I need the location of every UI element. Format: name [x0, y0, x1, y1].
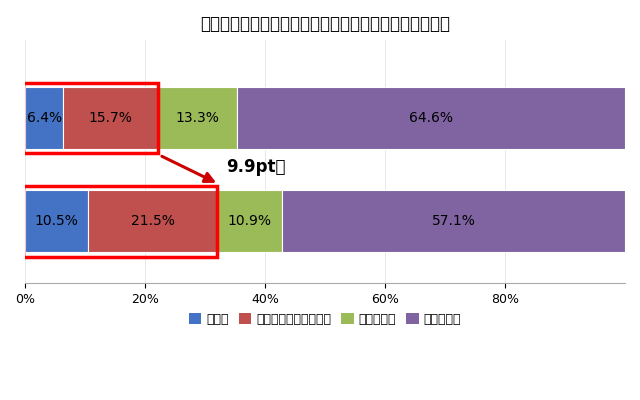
Text: 6.4%: 6.4% — [27, 111, 62, 125]
Text: 10.9%: 10.9% — [228, 214, 272, 228]
Bar — [25, 87, 63, 149]
Bar — [63, 87, 157, 149]
Text: 21.5%: 21.5% — [131, 214, 175, 228]
Text: 15.7%: 15.7% — [88, 111, 132, 125]
Text: 13.3%: 13.3% — [175, 111, 220, 125]
Text: 64.6%: 64.6% — [409, 111, 453, 125]
Text: 10.5%: 10.5% — [35, 214, 79, 228]
Bar — [25, 190, 88, 252]
Bar — [217, 190, 282, 252]
Text: 57.1%: 57.1% — [432, 214, 476, 228]
Title: ガソリン価格によってクルマの利用頻度は変わりますか: ガソリン価格によってクルマの利用頻度は変わりますか — [200, 15, 450, 33]
Bar — [237, 87, 625, 149]
Bar — [88, 190, 217, 252]
Bar — [282, 190, 625, 252]
Bar — [157, 87, 237, 149]
Legend: 変わる, 価格によっては変わる, 気にしない, 変わらない: 変わる, 価格によっては変わる, 気にしない, 変わらない — [184, 308, 467, 331]
Text: 9.9pt増: 9.9pt増 — [226, 158, 285, 176]
